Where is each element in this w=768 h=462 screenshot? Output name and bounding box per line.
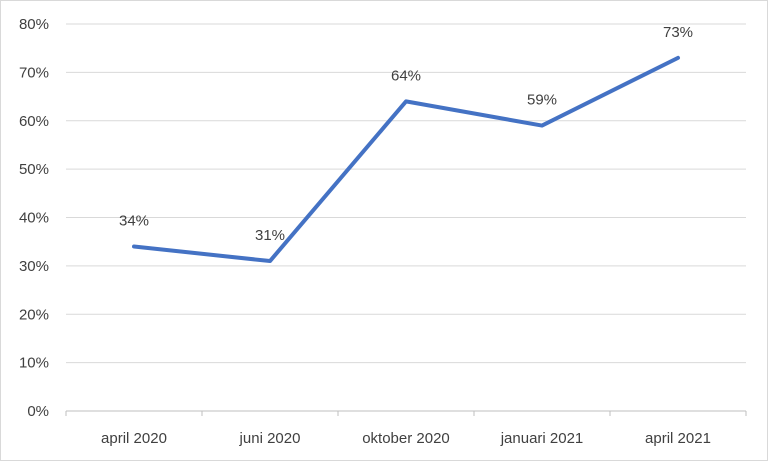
y-tick-label: 50%: [19, 161, 49, 178]
y-tick-label: 0%: [27, 403, 49, 420]
series-line: [134, 58, 678, 261]
x-tick-label: april 2021: [645, 430, 711, 447]
y-tick-label: 20%: [19, 306, 49, 323]
data-labels: 34% 31% 64% 59% 73%: [119, 24, 693, 244]
x-axis: [66, 411, 746, 416]
data-label: 34%: [119, 213, 149, 230]
y-tick-label: 10%: [19, 355, 49, 372]
y-tick-label: 30%: [19, 258, 49, 275]
y-tick-label: 70%: [19, 64, 49, 81]
y-tick-label: 40%: [19, 210, 49, 227]
data-label: 59%: [527, 92, 557, 109]
x-tick-label: oktober 2020: [362, 430, 450, 447]
series-lines: [134, 58, 678, 261]
x-tick-label: juni 2020: [239, 430, 301, 447]
x-tick-label: januari 2021: [500, 430, 584, 447]
y-tick-label: 60%: [19, 113, 49, 130]
y-tick-label: 80%: [19, 16, 49, 33]
x-axis-tick-labels: april 2020 juni 2020 oktober 2020 januari 2…: [101, 430, 711, 447]
y-axis-tick-labels: 0% 10% 20% 30% 40% 50% 60% 70% 80%: [19, 16, 49, 420]
x-tick-label: april 2020: [101, 430, 167, 447]
data-label: 73%: [663, 24, 693, 41]
data-label: 31%: [255, 227, 285, 244]
data-label: 64%: [391, 67, 421, 84]
